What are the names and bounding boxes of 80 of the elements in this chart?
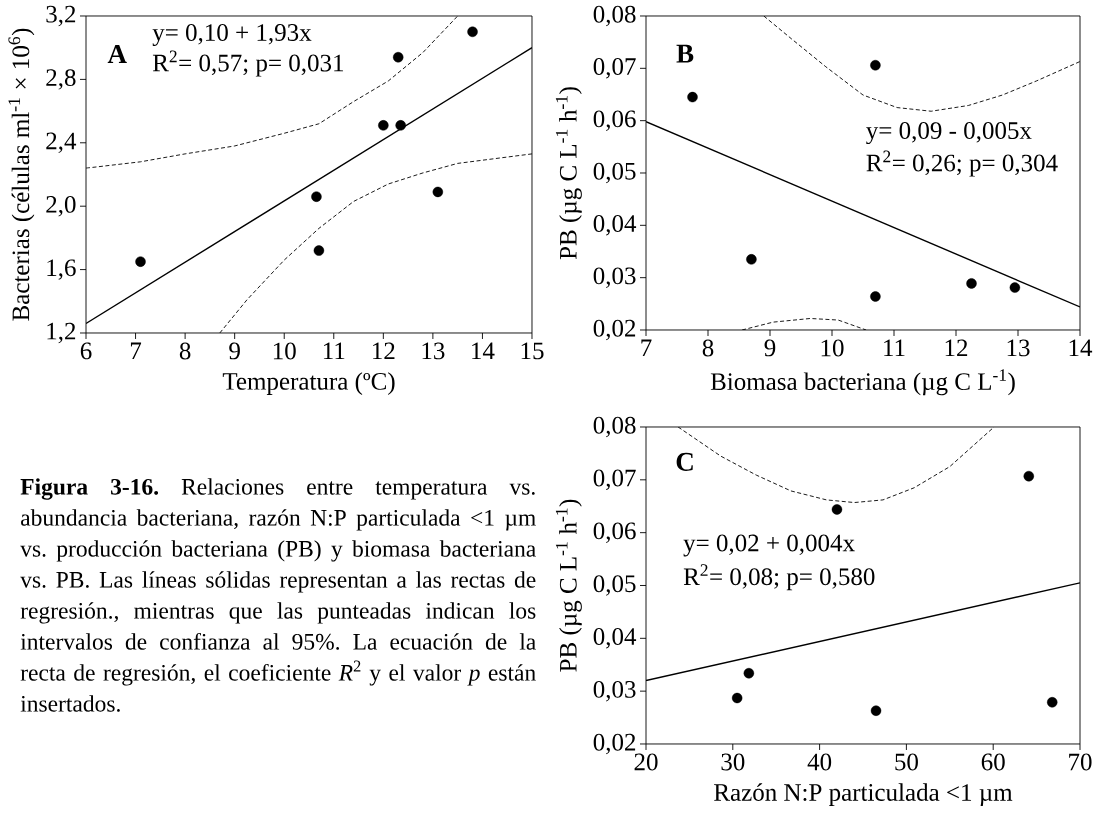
- point: [393, 52, 404, 63]
- x-tick-label: 8: [702, 339, 714, 357]
- text: Figura 3-16. Relaciones entre temperatura vs. abundancia bacteriana, razón N:P particulada <1 µm vs. producción bacteriana (PB) y biomasa bacteriana vs. PB. Las líneas sólidas representan a las rectas de regresión., mientras que las punteadas indican los intervalos de confianza al 95%. La ecuación de la recta de regresión, el coeficiente R$^{2}$ y el valor p están insertados.: [20, 478, 536, 712]
- point: [467, 26, 478, 38]
- y-tick-label: 0,05: [593, 162, 636, 184]
- x-tick-label: 30: [721, 753, 745, 771]
- x-tick-label: 6: [80, 342, 92, 360]
- x-tick-label: 12: [373, 342, 395, 360]
- point: [870, 705, 882, 716]
- y-axis-title: PB (µg C L$^{-1}$ h$^{-1}$): [555, 499, 582, 672]
- x-tick-label: 11: [323, 342, 345, 360]
- x-tick-label: 10: [273, 342, 296, 360]
- x-tick-label: 15: [521, 342, 544, 360]
- point: [831, 504, 843, 515]
- y-tick-label: 0,08: [593, 416, 636, 438]
- point: [432, 186, 444, 198]
- y-tick-label: 2,0: [46, 195, 76, 217]
- point: [687, 91, 698, 103]
- annotation: y= 0,02 + 0,004x: [683, 534, 855, 557]
- point: [1047, 697, 1058, 708]
- y-tick-label: 0,06: [593, 522, 636, 543]
- y-tick-label: 0,05: [593, 575, 636, 596]
- point: [743, 667, 755, 679]
- x-axis-title: Razón N:P particulada <1 µm: [714, 783, 1013, 806]
- annotation: R$^{2}$= 0,26; p= 0,304: [866, 150, 1058, 177]
- point: [966, 278, 977, 289]
- x-tick-label: 7: [641, 339, 652, 356]
- y-axis-title: PB (µg C L$^{-1}$ h$^{-1}$): [555, 87, 582, 260]
- y-tick-label: 2,8: [46, 69, 76, 90]
- x-tick-label: 20: [634, 753, 658, 771]
- y-tick-label: 1,6: [47, 259, 76, 280]
- point: [311, 191, 322, 202]
- x-axis-title: Biomasa bacteriana (µg C L$^{-1}$): [710, 369, 1015, 396]
- x-tick-label: 14: [472, 342, 495, 360]
- x-tick-label: 13: [1007, 339, 1030, 357]
- point: [313, 245, 325, 256]
- annotation: y= 0,10 + 1,93x: [152, 24, 312, 47]
- point: [378, 120, 389, 131]
- point: [1009, 282, 1021, 293]
- y-tick-label: 0,04: [593, 215, 637, 236]
- x-tick-label: 10: [821, 339, 844, 357]
- x-tick-label: 14: [1069, 339, 1093, 357]
- y-tick-label: 0,03: [593, 680, 636, 702]
- x-axis-title: Temperatura (ºC): [222, 372, 395, 395]
- x-tick-label: 11: [884, 339, 905, 357]
- y-tick-label: 3,2: [46, 5, 76, 27]
- x-tick-label: 13: [422, 342, 445, 360]
- x-tick-label: 12: [945, 339, 968, 357]
- point: [135, 256, 146, 267]
- annotation: A: [107, 45, 127, 63]
- y-tick-label: 2,4: [46, 132, 77, 153]
- annotation: y= 0,09 - 0,005x: [866, 122, 1032, 145]
- x-tick-label: 40: [807, 753, 832, 771]
- y-tick-label: 0,07: [593, 58, 636, 79]
- annotation: R$^{2}$= 0,57; p= 0,031: [152, 50, 344, 77]
- point: [746, 254, 757, 265]
- y-tick-label: 0,03: [593, 267, 636, 288]
- y-tick-label: 1,2: [47, 322, 76, 344]
- y-axis-title: Bacterias (células ml$^{-1}$ × 10$^{6}$): [8, 28, 35, 321]
- y-tick-label: 0,02: [593, 319, 636, 341]
- y-tick-label: 0,08: [593, 5, 636, 27]
- x-tick-label: 7: [130, 342, 142, 359]
- x-tick-label: 60: [981, 753, 1005, 771]
- x-tick-label: 70: [1069, 753, 1092, 771]
- x-tick-label: 8: [179, 342, 191, 360]
- point: [731, 692, 743, 704]
- annotation: C: [676, 452, 693, 471]
- y-tick-label: 0,02: [593, 733, 636, 755]
- annotation: R$^{2}$= 0,08; p= 0,580: [683, 564, 875, 591]
- x-tick-label: 9: [764, 339, 776, 357]
- x-tick-label: 9: [229, 342, 240, 360]
- annotation: B: [676, 44, 694, 63]
- y-tick-label: 0,06: [593, 110, 636, 131]
- point: [870, 59, 881, 71]
- point: [870, 291, 881, 302]
- point: [1023, 470, 1034, 482]
- x-tick-label: 50: [895, 753, 918, 771]
- y-tick-label: 0,04: [593, 628, 637, 649]
- point: [395, 120, 406, 131]
- y-tick-label: 0,07: [593, 469, 636, 491]
